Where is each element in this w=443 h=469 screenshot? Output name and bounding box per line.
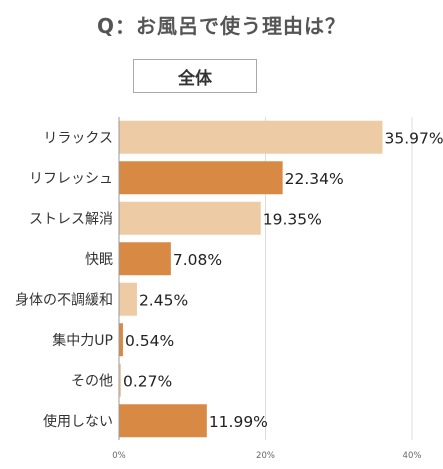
category-label: リフレッシュ — [29, 171, 113, 187]
data-label: 0.54% — [125, 332, 174, 350]
bar — [119, 242, 171, 276]
data-label: 11.99% — [209, 413, 268, 431]
category-label: 使用しない — [43, 413, 113, 430]
x-tick-label: 20% — [256, 451, 275, 461]
chart-subtitle: 全体 — [178, 68, 212, 89]
category-label: リラックス — [43, 130, 113, 146]
data-label: 7.08% — [173, 251, 222, 269]
bar — [119, 120, 383, 154]
bar — [119, 404, 207, 438]
bar — [119, 282, 137, 316]
data-label: 22.34% — [285, 170, 344, 188]
bar — [119, 363, 121, 397]
chart-subtitle-box: 全体 — [133, 59, 257, 93]
category-label: ストレス解消 — [29, 211, 113, 227]
bar — [119, 201, 261, 235]
category-label: 快眠 — [85, 252, 113, 268]
chart-title: Q：お風呂で使う理由は？ — [96, 14, 346, 38]
bar — [119, 161, 283, 195]
x-tick-label: 0% — [112, 451, 126, 461]
x-tick-label: 40% — [403, 451, 422, 461]
category-label: 集中力UP — [52, 332, 113, 349]
data-label: 0.27% — [123, 372, 172, 390]
bar — [119, 323, 123, 357]
data-label: 2.45% — [139, 291, 188, 309]
category-label: その他 — [71, 373, 113, 389]
data-label: 35.97% — [384, 129, 443, 147]
data-label: 19.35% — [263, 210, 322, 228]
category-label: 身体の不調緩和 — [15, 292, 113, 308]
